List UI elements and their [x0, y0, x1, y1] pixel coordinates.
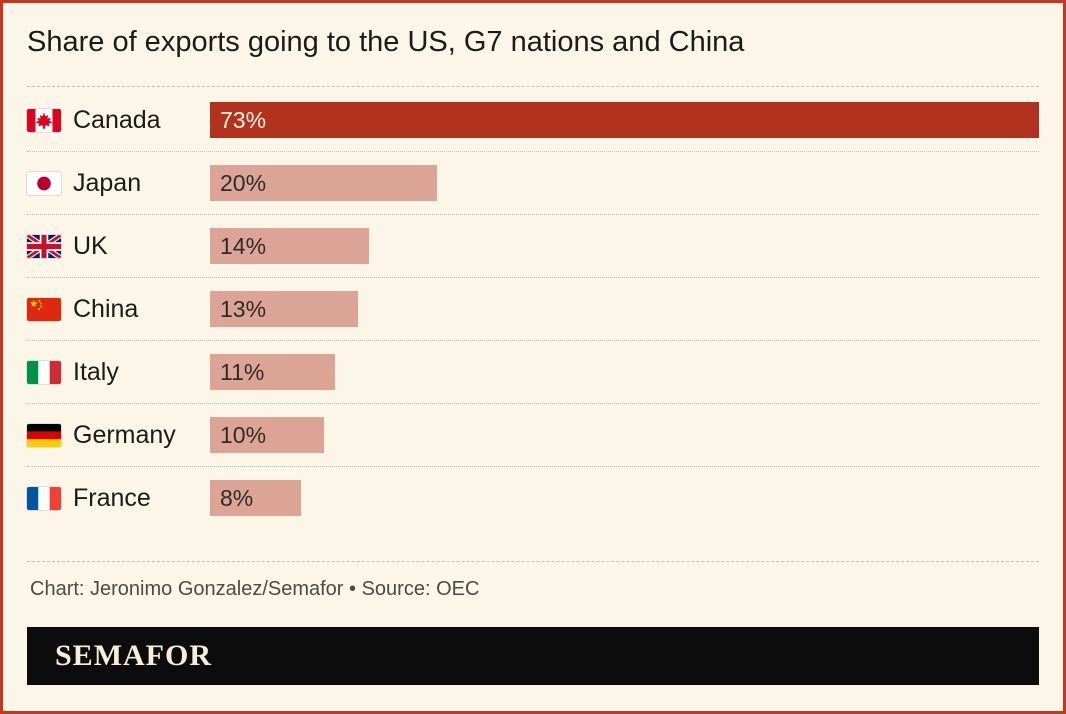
semafor-logo: SEMAFOR: [55, 639, 212, 672]
country-label: Germany: [73, 420, 176, 449]
bar-track: 10%: [210, 417, 1039, 453]
chart-credit: Chart: Jeronimo Gonzalez/Semafor • Sourc…: [30, 578, 480, 600]
bar-canada: 73%: [210, 102, 1039, 138]
bar-value-label: 73%: [220, 106, 267, 133]
chart-row: China 13%: [27, 278, 1039, 341]
chart-row: France 8%: [27, 467, 1039, 529]
bar-value-label: 13%: [220, 295, 267, 322]
flag-canada-icon: [27, 108, 61, 132]
bar-china: 13%: [210, 291, 358, 327]
chart-rows: Canada 73% Japan 20% UK 14% China 13% Italy 11% Ge…: [27, 89, 1039, 529]
flag-germany-icon: [27, 423, 61, 447]
bar-track: 13%: [210, 291, 1039, 327]
chart-row: Italy 11%: [27, 341, 1039, 404]
bar-france: 8%: [210, 480, 301, 516]
flag-france-icon: [27, 486, 61, 510]
bar-track: 14%: [210, 228, 1039, 264]
country-label: France: [73, 483, 151, 512]
flag-uk-icon: [27, 234, 61, 258]
chart-row: Japan 20%: [27, 152, 1039, 215]
bar-track: 8%: [210, 480, 1039, 516]
country-label: Canada: [73, 105, 161, 134]
bar-track: 73%: [210, 102, 1039, 138]
flag-italy-icon: [27, 360, 61, 384]
bar-uk: 14%: [210, 228, 369, 264]
country-label: Japan: [73, 168, 142, 197]
chart-row: Germany 10%: [27, 404, 1039, 467]
bar-track: 11%: [210, 354, 1039, 390]
footer-bar: SEMAFOR: [27, 627, 1039, 685]
bar-value-label: 10%: [220, 421, 267, 448]
country-label: UK: [73, 231, 108, 260]
bar-chart: Canada 73% Japan 20% UK 14% China 13% Italy 11% Ge…: [27, 86, 1039, 562]
bar-value-label: 11%: [220, 358, 265, 385]
bar-value-label: 14%: [220, 232, 267, 259]
bar-italy: 11%: [210, 354, 335, 390]
chart-row: UK 14%: [27, 215, 1039, 278]
chart-title: Share of exports going to the US, G7 nat…: [27, 26, 745, 58]
bar-track: 20%: [210, 165, 1039, 201]
country-label: China: [73, 294, 139, 323]
flag-japan-icon: [27, 171, 61, 195]
flag-china-icon: [27, 297, 61, 321]
chart-row: Canada 73%: [27, 89, 1039, 152]
bar-germany: 10%: [210, 417, 324, 453]
bar-value-label: 20%: [220, 169, 267, 196]
bar-value-label: 8%: [220, 484, 254, 511]
country-label: Italy: [73, 357, 119, 386]
bar-japan: 20%: [210, 165, 438, 201]
